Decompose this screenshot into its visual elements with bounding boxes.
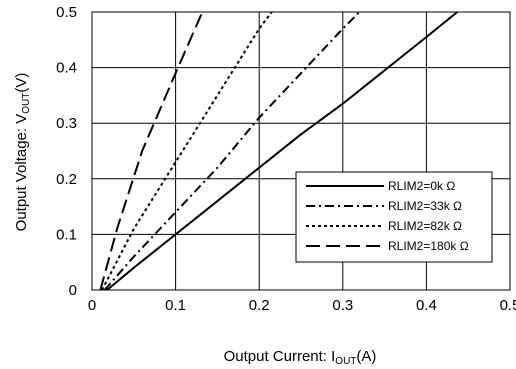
x-axis-label-main: Output Current: I: [224, 348, 336, 365]
series-layer: [99, 11, 458, 291]
x-tick-label: 0.2: [249, 297, 270, 314]
y-tick-label: 0.5: [56, 4, 77, 21]
y-tick-label: 0.3: [56, 115, 77, 132]
y-tick-label: 0.1: [56, 226, 77, 243]
y-axis-label-main: Output Voltage: V: [13, 114, 30, 232]
y-axis-label: Output Voltage: VOUT(V): [13, 73, 32, 232]
y-axis-label-subscript: OUT: [21, 93, 32, 114]
legend-label-1: RLIM2=0k Ω: [388, 179, 455, 193]
y-axis-label-unit: (V): [13, 73, 30, 93]
legend-label-3: RLIM2=82k Ω: [388, 219, 462, 233]
x-axis-label-unit: (A): [356, 348, 376, 365]
legend-label-2: RLIM2=33k Ω: [388, 199, 462, 213]
x-tick-label: 0.5: [500, 297, 516, 314]
legend-label-4: RLIM2=180k Ω: [388, 239, 469, 253]
x-axis-label-subscript: OUT: [335, 356, 356, 367]
series-line-3: [101, 11, 273, 291]
y-tick-label: 0.2: [56, 171, 77, 188]
x-axis-label: Output Current: IOUT(A): [224, 348, 377, 367]
x-axis-ticks: 0 0.1 0.2 0.3 0.4 0.5: [88, 297, 516, 314]
series-line-4: [99, 11, 204, 291]
x-tick-label: 0: [88, 297, 96, 314]
series-line-1: [106, 11, 458, 291]
x-tick-label: 0.3: [332, 297, 353, 314]
y-tick-label: 0.4: [56, 60, 77, 77]
x-tick-label: 0.4: [416, 297, 437, 314]
x-tick-label: 0.1: [165, 297, 186, 314]
series-line-2: [103, 11, 361, 291]
legend: RLIM2=0k Ω RLIM2=33k Ω RLIM2=82k Ω RLIM2=18…: [295, 171, 493, 263]
y-tick-label: 0: [69, 282, 77, 299]
plot-area-frame: [91, 11, 511, 291]
legend-items: RLIM2=0k Ω RLIM2=33k Ω RLIM2=82k Ω RLIM2=18…: [306, 179, 469, 253]
y-axis-ticks: 0 0.1 0.2 0.3 0.4 0.5: [56, 4, 77, 299]
